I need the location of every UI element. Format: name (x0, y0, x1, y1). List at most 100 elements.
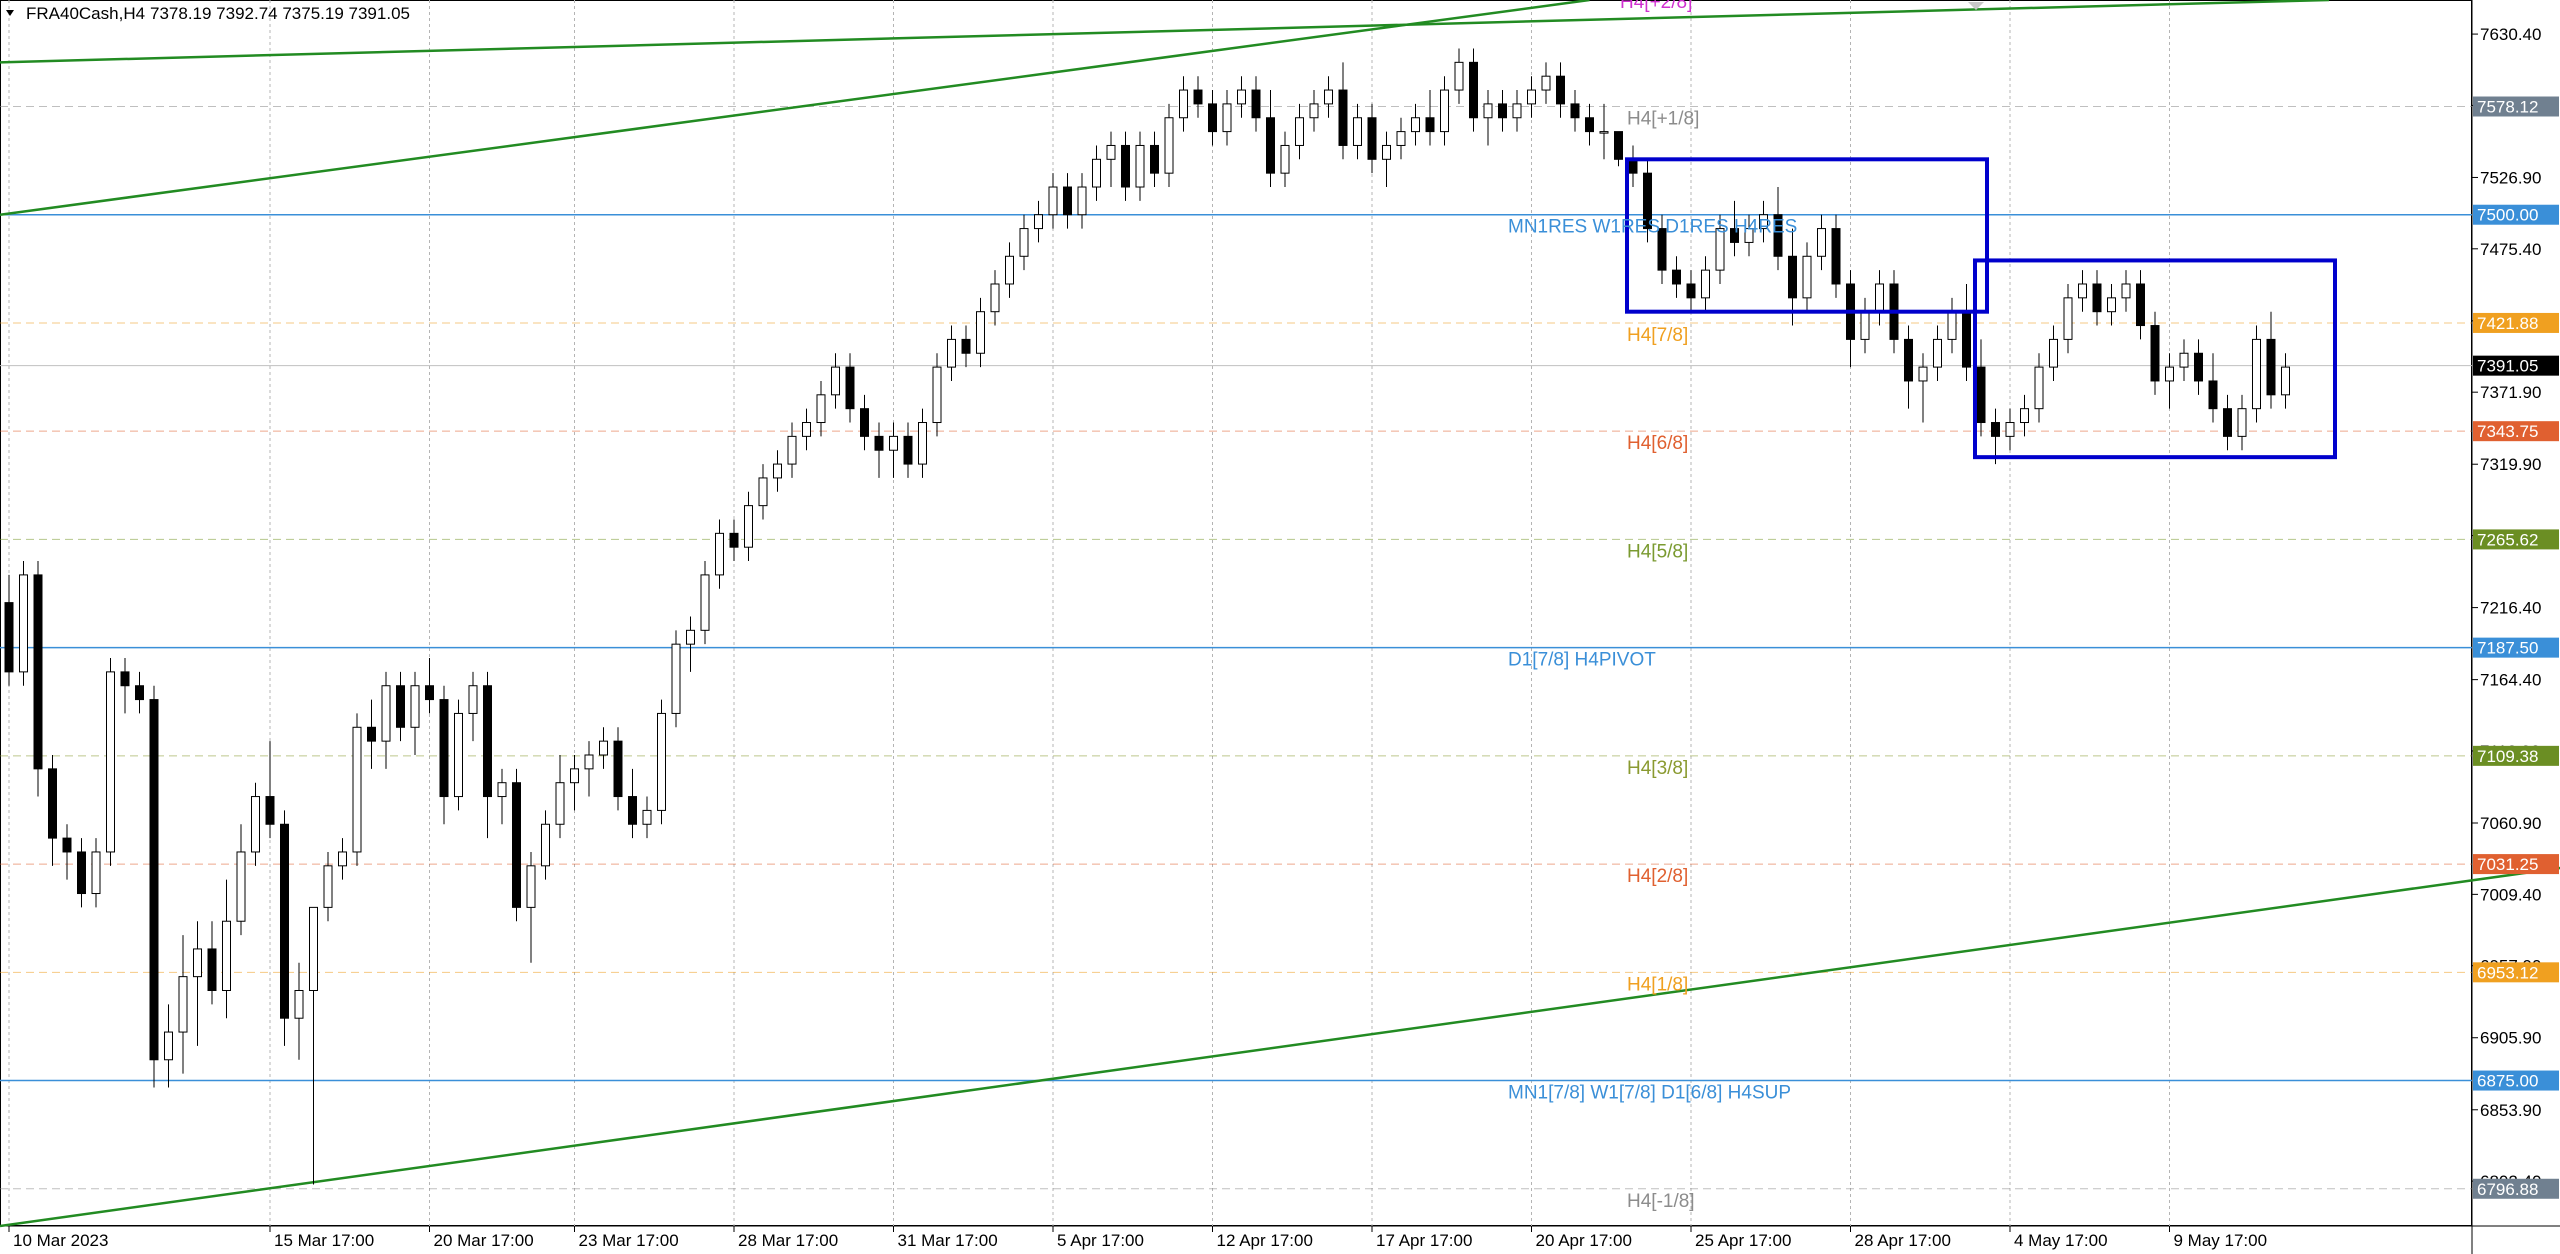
candle-body (2034, 366, 2044, 410)
x-tick-label: 23 Mar 17:00 (579, 1231, 679, 1250)
price-tag-label: 7109.38 (2477, 747, 2538, 766)
trend-line[interactable] (0, 756, 2560, 1228)
candle (1367, 103, 1377, 174)
candle-body (1570, 103, 1580, 119)
chart-menu-icon[interactable] (6, 10, 14, 16)
candle (1817, 214, 1826, 271)
x-tick-label: 4 May 17:00 (2014, 1231, 2108, 1250)
candle (2049, 325, 2058, 381)
price-tag (2473, 312, 2559, 333)
x-tick-label: 28 Apr 17:00 (1855, 1231, 1951, 1250)
candle (2136, 270, 2145, 340)
y-tick-label: 7371.90 (2480, 383, 2541, 402)
candle-body (1802, 255, 1812, 299)
candle-body (1730, 228, 1739, 243)
x-tick-label: 12 Apr 17:00 (1217, 1231, 1313, 1250)
candle-body (2150, 325, 2160, 382)
candle-body (961, 338, 971, 354)
candle (816, 380, 826, 437)
candle-body (367, 726, 376, 742)
candle (222, 879, 231, 1019)
candle (1121, 131, 1130, 201)
candle-body (541, 823, 550, 867)
range-rectangle[interactable] (1625, 157, 1989, 314)
trend-lines[interactable] (0, 0, 2560, 1228)
rectangles[interactable] (1625, 157, 2337, 460)
candle (1947, 297, 1957, 354)
level-label: H4[1/8] (1627, 974, 1688, 995)
candle-body (454, 712, 463, 798)
candle (1512, 90, 1522, 132)
level-label: H4[+2/8] (1620, 0, 1692, 13)
candle-body (758, 477, 768, 507)
price-tag (2473, 745, 2559, 766)
candle-body (1614, 131, 1623, 160)
candle-body (1628, 158, 1638, 174)
price-tag-label: 6796.88 (2477, 1180, 2538, 1199)
trend-line[interactable] (0, 0, 2330, 64)
candle-body (1237, 89, 1246, 105)
candle (700, 561, 710, 645)
candle-body (584, 754, 594, 770)
candle-body (2078, 283, 2087, 299)
candle (1672, 256, 1681, 298)
candle (773, 450, 782, 492)
candle-body (2121, 283, 2131, 299)
candle (164, 1004, 173, 1088)
candle-body (1367, 117, 1377, 160)
candle (1179, 76, 1188, 132)
candle (91, 838, 101, 908)
candle (889, 422, 898, 478)
candle-body (425, 685, 434, 701)
candle (671, 630, 681, 728)
candle-body (976, 311, 985, 354)
candle (642, 796, 652, 839)
price-tag-label: 6875.00 (2477, 1072, 2538, 1091)
candle-body (1976, 366, 1986, 424)
candle (526, 851, 536, 963)
candle (468, 671, 478, 742)
y-tick-label: 7060.90 (2480, 814, 2541, 833)
candle (903, 422, 913, 478)
candle-body (2092, 283, 2102, 313)
price-tag (2473, 96, 2559, 117)
candle (1976, 339, 1986, 437)
candle-body (512, 782, 521, 908)
candle (1396, 117, 1406, 160)
x-tick-label: 28 Mar 17:00 (738, 1231, 838, 1250)
candle (1498, 90, 1507, 132)
price-tag (2473, 854, 2559, 875)
candle (584, 741, 594, 797)
candle-body (1773, 214, 1783, 257)
candle (2165, 353, 2174, 409)
candle (497, 768, 507, 825)
candle (483, 671, 492, 839)
candle (396, 671, 405, 742)
candle (149, 685, 159, 1088)
candle-body (990, 283, 1000, 313)
candle (207, 921, 217, 1005)
candle (1251, 76, 1261, 132)
candle (1759, 200, 1768, 243)
candle-body (1715, 228, 1725, 271)
price-axis[interactable]: 7630.407578.907526.907475.407423.407371.… (2472, 25, 2559, 1199)
candle-body (889, 435, 898, 451)
candle (135, 671, 144, 714)
candle-body (1295, 117, 1304, 146)
range-rectangle[interactable] (1973, 258, 2337, 460)
candle-body (1918, 366, 1928, 382)
candle (265, 741, 275, 839)
time-axis[interactable]: 10 Mar 2023 15 Mar 17:00 20 Mar 17:00 23 Ma… (8, 1226, 2267, 1250)
price-tag (2473, 204, 2559, 225)
level-label: H4[-1/8] (1627, 1191, 1695, 1212)
candle-body (1266, 117, 1275, 174)
candle (1933, 325, 1942, 381)
candle-body (338, 851, 347, 867)
candle (512, 768, 521, 922)
y-tick-label: 7216.40 (2480, 599, 2541, 618)
candle (1193, 76, 1203, 118)
candle-body (2165, 366, 2174, 382)
trend-line[interactable] (0, 0, 1590, 216)
